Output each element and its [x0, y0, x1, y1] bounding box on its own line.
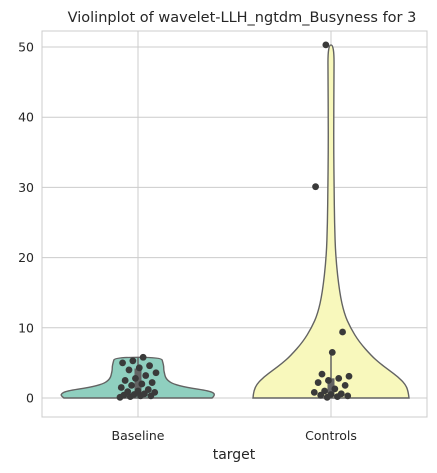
iqr-box	[327, 378, 335, 396]
y-tick-label: 50	[18, 40, 34, 55]
data-point	[339, 328, 346, 336]
data-point	[152, 369, 160, 377]
y-tick-label: 20	[18, 250, 34, 265]
data-point	[146, 362, 153, 370]
data-point	[128, 381, 135, 389]
data-point	[327, 391, 335, 398]
y-tick-labels: 0 10 20 30 40 50	[18, 40, 34, 406]
data-point	[322, 41, 330, 49]
iqr-box	[134, 368, 142, 396]
y-tick-label: 30	[18, 180, 34, 195]
data-point	[134, 387, 142, 395]
data-point	[325, 377, 332, 384]
data-point	[318, 370, 326, 378]
data-point	[312, 183, 319, 191]
chart-title: Violinplot of wavelet-LLH_ngtdm_Busyness…	[68, 10, 417, 26]
data-point	[321, 387, 328, 395]
data-point	[138, 380, 146, 388]
data-point	[310, 388, 318, 396]
data-point	[139, 353, 147, 361]
data-point	[129, 357, 137, 365]
y-tick-label: 0	[26, 391, 34, 406]
data-point	[328, 348, 336, 356]
violin-controls	[252, 44, 410, 399]
y-tick-label: 40	[18, 110, 34, 125]
violins	[60, 44, 410, 399]
data-point	[331, 385, 339, 393]
x-tick-label: Controls	[305, 428, 357, 443]
plot-frame	[41, 30, 428, 418]
data-point	[345, 372, 353, 380]
data-point	[344, 392, 352, 400]
data-point	[144, 386, 152, 393]
data-point	[314, 379, 322, 386]
data-point	[337, 390, 345, 398]
data-point	[121, 377, 129, 384]
data-point	[135, 364, 143, 372]
data-point	[125, 366, 133, 374]
data-point	[151, 388, 159, 396]
data-point	[117, 384, 125, 391]
x-tick-labels: Baseline Controls	[112, 428, 357, 443]
data-point	[335, 374, 343, 382]
data-point	[119, 359, 126, 367]
data-point	[132, 374, 139, 382]
x-axis-label: target	[213, 447, 256, 463]
grid-lines	[42, 31, 427, 417]
data-point	[148, 379, 156, 386]
y-tick-label: 10	[18, 320, 34, 335]
strip-points	[116, 41, 353, 401]
data-point	[142, 372, 150, 379]
data-point	[124, 388, 132, 396]
data-point	[341, 381, 349, 389]
x-tick-label: Baseline	[112, 428, 165, 443]
